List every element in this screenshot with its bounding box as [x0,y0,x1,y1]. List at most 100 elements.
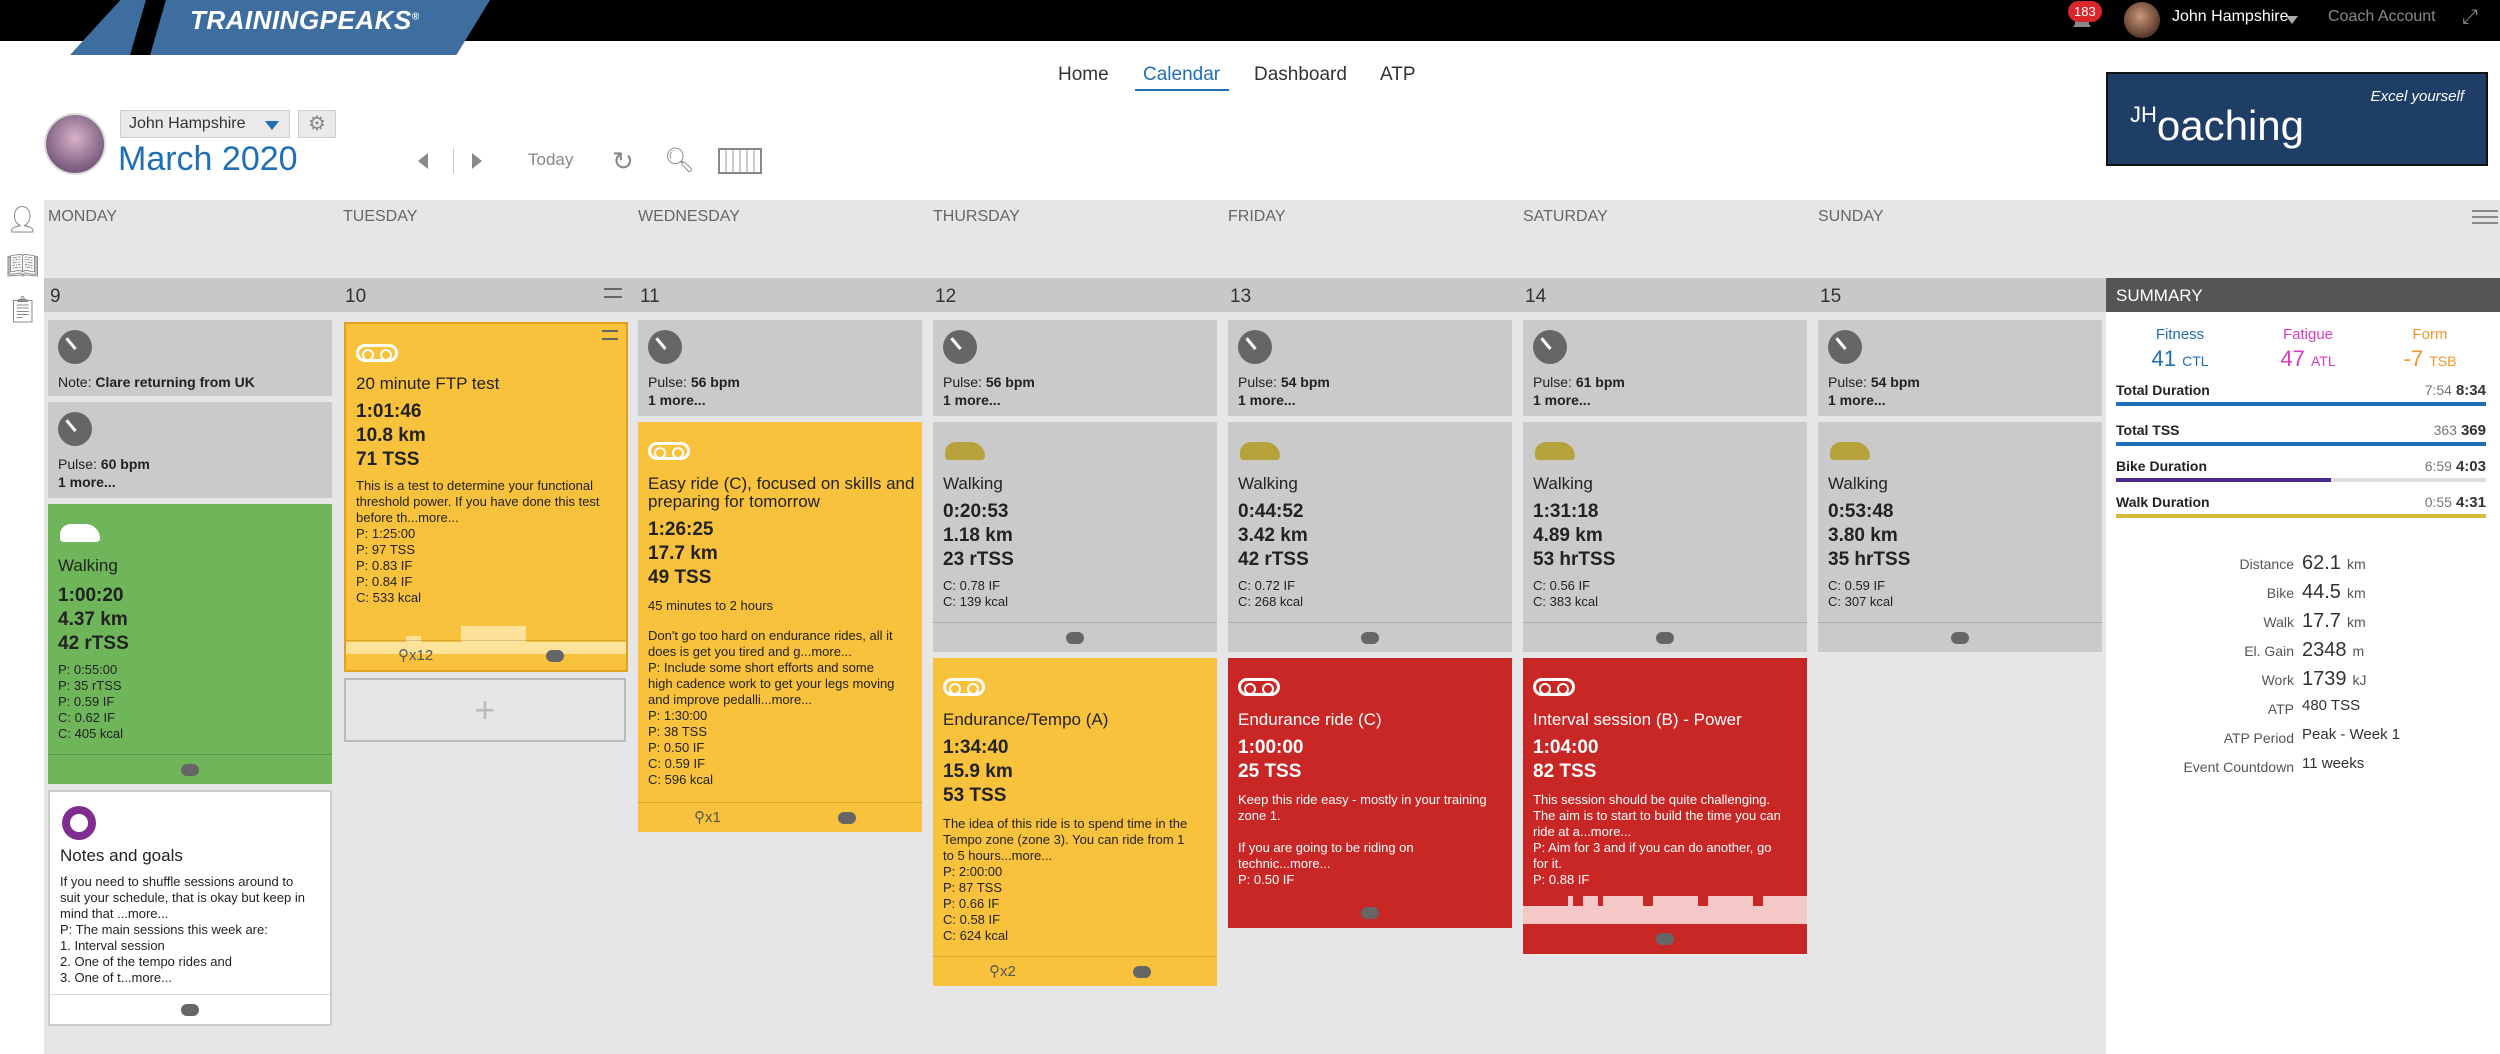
metric-card[interactable]: Pulse: 56 bpm 1 more... [933,320,1217,416]
search-icon[interactable]: 🔍︎ [664,147,695,174]
date-11: 11 [640,286,660,307]
comments-button[interactable] [50,994,330,1024]
app-logo[interactable]: TRAININGPEAKS® [190,5,420,35]
metric-card[interactable]: Pulse: 54 bpm 1 more... [1228,320,1512,416]
comments-button[interactable] [838,803,856,832]
athlete-select[interactable]: John Hampshire [120,110,290,138]
pulse-value: 56 bpm [985,374,1035,390]
comments-button[interactable] [1228,898,1512,928]
user-menu-name[interactable]: John Hampshire [2172,8,2289,25]
comments-button[interactable] [48,754,332,784]
detail-line: The idea of this ride is to spend time i… [943,816,1188,831]
gear-icon[interactable]: ⚙ [298,110,336,138]
more-link[interactable]: 1 more... [648,392,706,408]
comment-icon [1951,631,1969,644]
notes-line: 2. One of the tempo rides and [60,954,232,969]
nav-calendar[interactable]: Calendar [1143,64,1221,85]
notification-badge[interactable]: 183 [2068,1,2102,22]
equipment-count[interactable]: ⚲x12 [398,647,434,664]
day-menu-icon[interactable] [604,288,622,298]
workout-card-walking[interactable]: Walking 0:53:48 3.80 km 35 hrTSS C: 0.59… [1818,422,2102,652]
card-footer: ⚲x1 [638,802,922,832]
nav-atp[interactable]: ATP [1380,64,1416,85]
equipment-count[interactable]: ⚲x1 [694,809,721,826]
card-menu-icon[interactable] [602,330,618,340]
chevron-down-icon[interactable] [2286,16,2298,24]
comments-button[interactable] [933,622,1217,652]
workout-library-icon[interactable]: 📖︎ [6,250,40,280]
workout-card-ftp[interactable]: 20 minute FTP test 1:01:46 10.8 km 71 TS… [344,322,628,672]
fatigue-value: 47 ATL [2240,346,2376,372]
workout-title-line2: preparing for tomorrow [648,492,820,511]
workout-tss: 23 rTSS [943,549,1014,570]
detail-line: C: 0.62 IF [58,710,116,725]
more-link[interactable]: 1 more... [1238,392,1296,408]
user-avatar[interactable] [2124,2,2160,38]
workout-tss: 49 TSS [648,567,712,588]
detail-line: threshold power. If you have done this t… [356,494,600,509]
comments-button[interactable] [1818,622,2102,652]
metric-card[interactable]: Pulse: 54 bpm 1 more... [1818,320,2102,416]
workout-card-tempo[interactable]: Endurance/Tempo (A) 1:34:40 15.9 km 53 T… [933,658,1217,986]
calendar-icon[interactable] [718,148,762,174]
metrics-gauge-icon [1828,330,1862,364]
add-workout-button[interactable]: + [344,678,626,742]
comment-icon [1066,631,1084,644]
workout-card-walking[interactable]: Walking 1:31:18 4.89 km 53 hrTSS C: 0.56… [1523,422,1807,652]
next-arrow-icon[interactable] [472,153,482,169]
summary-row-value: 62.1 km [2294,552,2366,575]
summary-bar-values: 7:54 8:34 [2380,382,2486,399]
metric-card[interactable]: Note: Clare returning from UK [48,320,332,396]
today-button[interactable]: Today [528,150,574,169]
metric-card[interactable]: Pulse: 56 bpm 1 more... [638,320,922,416]
workout-card-walking[interactable]: Walking 0:44:52 3.42 km 42 rTSS C: 0.72 … [1228,422,1512,652]
prev-arrow-icon[interactable] [418,153,428,169]
date-14: 14 [1525,286,1547,307]
comments-button[interactable] [546,641,564,670]
athlete-library-icon[interactable]: 👤︎ [6,204,40,234]
shoe-icon [1535,442,1575,460]
detail-line [1238,824,1502,840]
summary-row-label: ATP [2267,701,2294,717]
coach-account-link[interactable]: Coach Account [2328,8,2436,25]
shoe-icon [1240,442,1280,460]
bike-icon [943,678,985,696]
athlete-avatar[interactable] [44,113,106,175]
bike-icon [356,344,398,362]
more-link[interactable]: 1 more... [58,474,116,490]
notes-card[interactable]: Notes and goals If you need to shuffle s… [48,790,332,1026]
metric-card[interactable]: Pulse: 61 bpm 1 more... [1523,320,1807,416]
comments-button[interactable] [1228,622,1512,652]
workout-duration: 1:00:20 [58,585,124,606]
workout-card-walking[interactable]: Walking 0:20:53 1.18 km 23 rTSS C: 0.78 … [933,422,1217,652]
row-value: 44.5 [2302,581,2341,603]
nav-dashboard[interactable]: Dashboard [1254,64,1347,85]
equipment-count[interactable]: ⚲x2 [989,963,1016,980]
comments-button[interactable] [1133,957,1151,986]
workout-details: C: 0.59 IF C: 307 kcal [1828,578,2092,610]
workout-distance: 3.42 km [1238,525,1308,546]
workout-card-interval[interactable]: Interval session (B) - Power 1:04:00 82 … [1523,658,1807,954]
metric-card[interactable]: Pulse: 60 bpm 1 more... [48,402,332,498]
detail-line: P: 0.66 IF [943,896,1000,911]
refresh-icon[interactable]: ↻ [612,146,634,176]
expand-icon[interactable]: ⤢ [2462,6,2478,28]
workout-card-walking[interactable]: Walking 1:00:20 4.37 km 42 rTSS P: 0:55:… [48,504,332,784]
comments-button[interactable] [1523,924,1807,954]
workout-duration: 1:04:00 [1533,737,1599,758]
pulse-value: 54 bpm [1870,374,1920,390]
pulse-value: 56 bpm [690,374,740,390]
menu-icon[interactable] [2472,210,2498,224]
nav-home[interactable]: Home [1058,64,1109,85]
workout-title: Walking [1533,474,1593,493]
workout-card-endurance[interactable]: Endurance ride (C) 1:00:00 25 TSS Keep t… [1228,658,1512,928]
comment-icon [181,763,199,776]
more-link[interactable]: 1 more... [1828,392,1886,408]
notes-library-icon[interactable]: 📋︎ [6,294,40,324]
planned-value: 6:59 [2424,458,2452,474]
workout-details: This session should be quite challenging… [1533,792,1797,888]
comments-button[interactable] [1523,622,1807,652]
more-link[interactable]: 1 more... [943,392,1001,408]
more-link[interactable]: 1 more... [1533,392,1591,408]
workout-card-easy-ride[interactable]: Easy ride (C), focused on skills and pre… [638,422,922,832]
